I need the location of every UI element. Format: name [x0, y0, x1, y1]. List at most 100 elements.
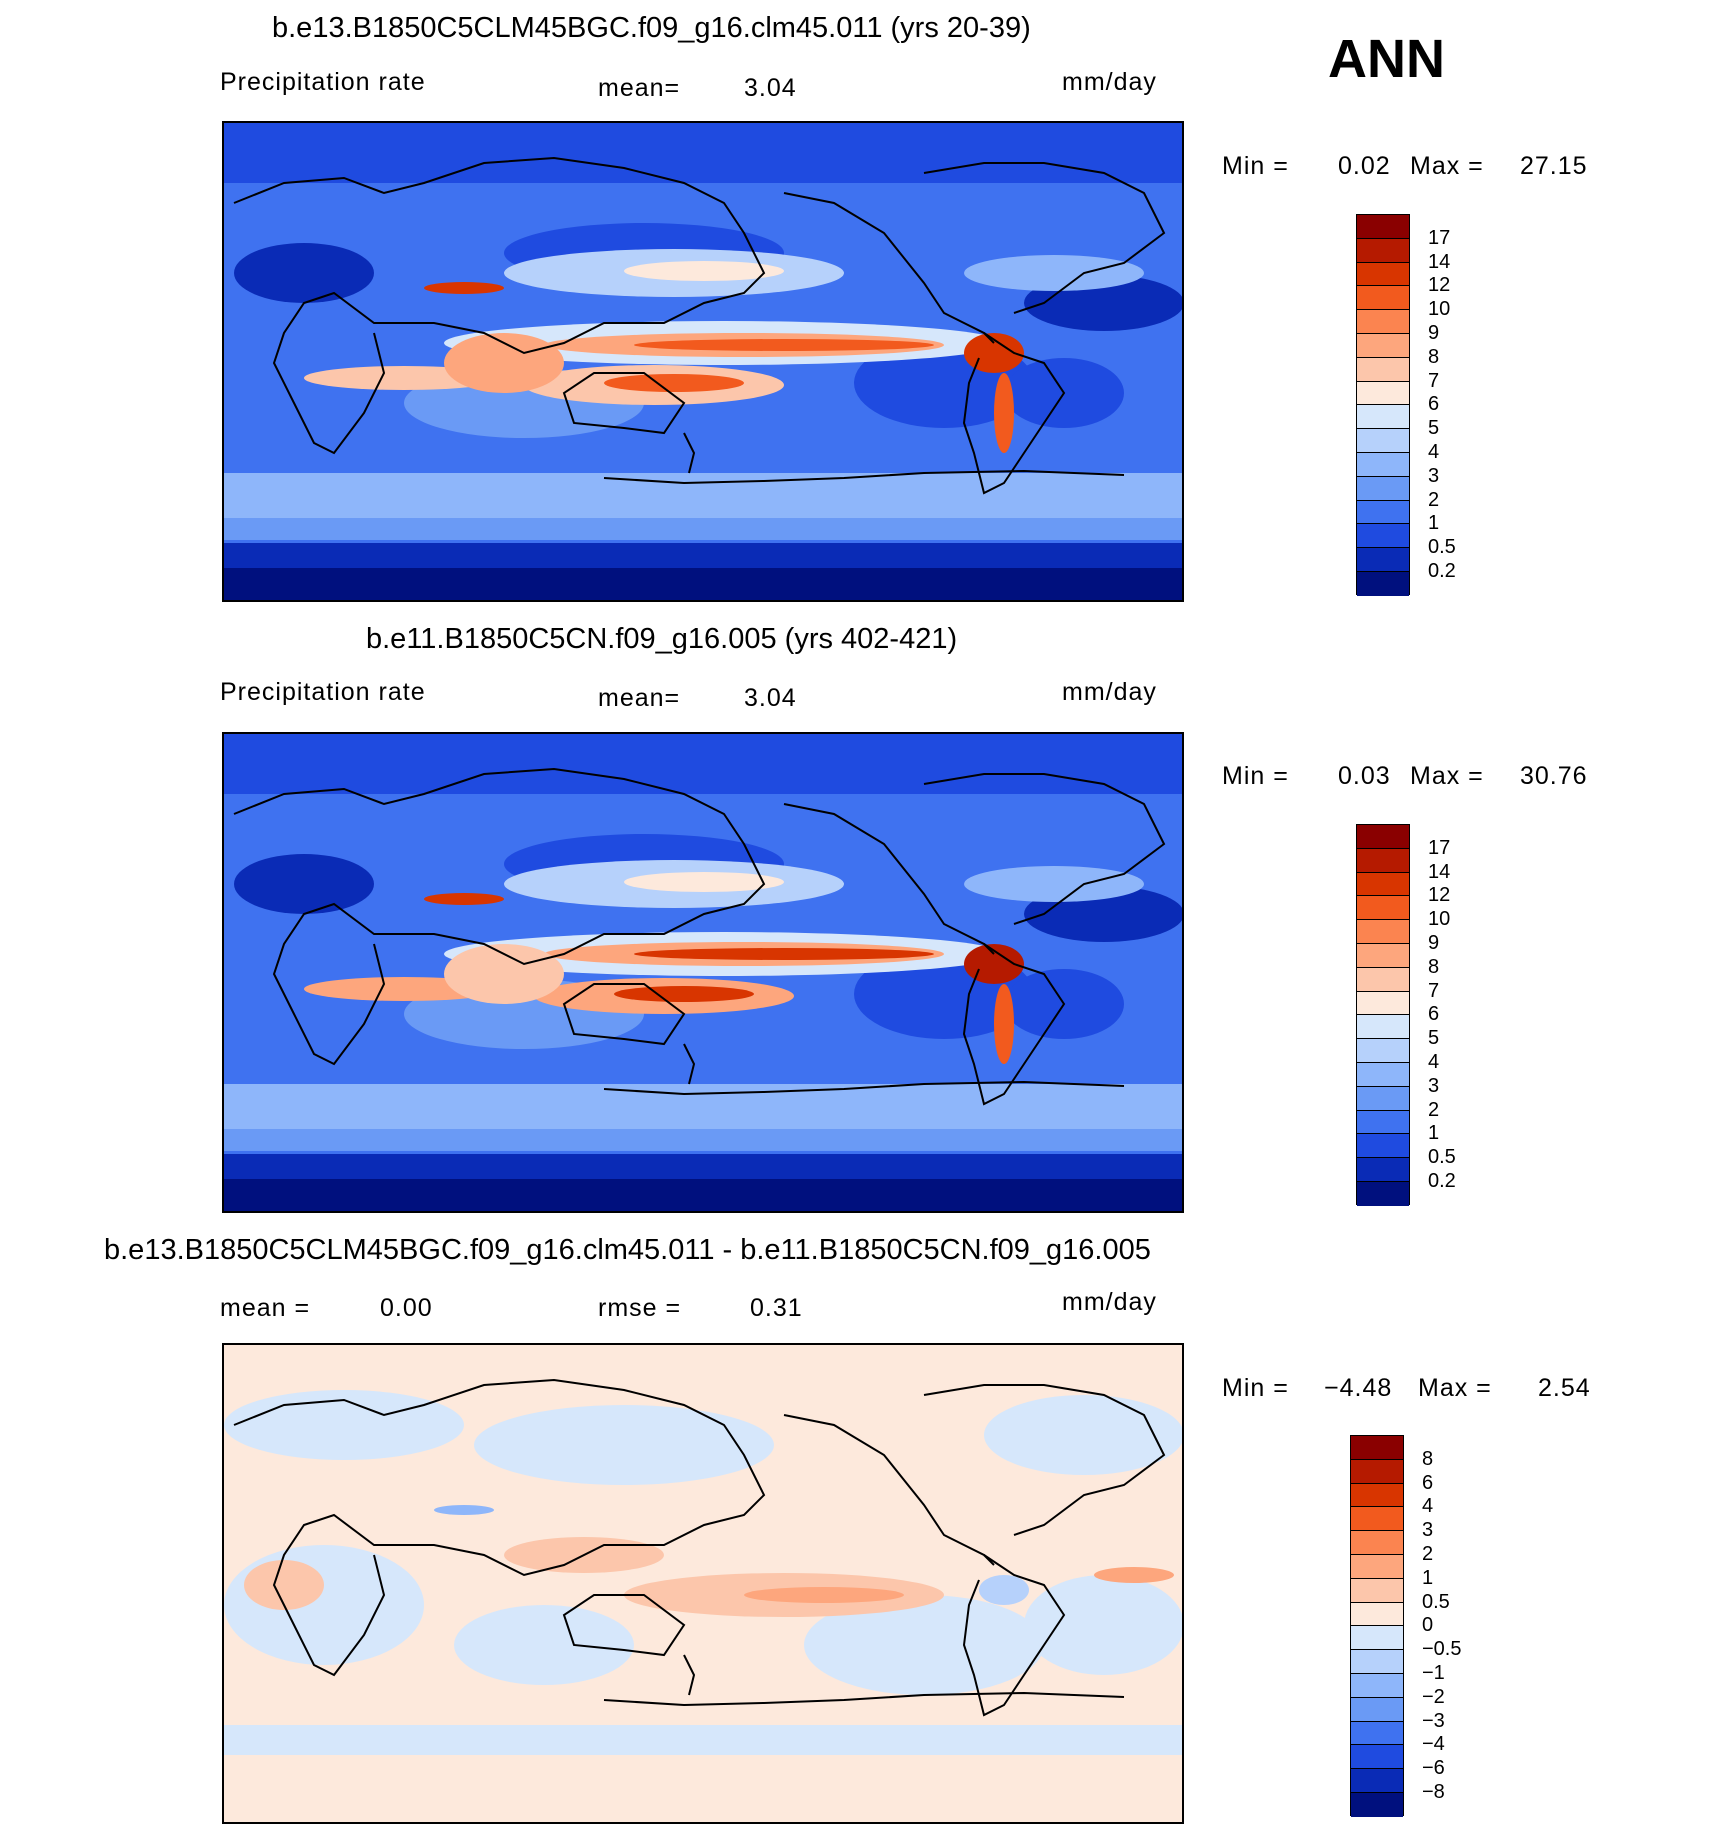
- colorbar-tick-label: 2: [1428, 1098, 1440, 1121]
- panel-3-mean-value: 0.00: [380, 1294, 433, 1322]
- colorbar-tick-label: 3: [1422, 1519, 1434, 1542]
- colorbar-tick-label: 8: [1428, 955, 1440, 978]
- colorbar-swatch: [1351, 1745, 1403, 1770]
- panel-1-min-value: 0.02: [1338, 152, 1391, 180]
- colorbar-swatch: [1357, 500, 1409, 525]
- colorbar-tick-label: 17: [1428, 226, 1451, 249]
- colorbar-tick-label: 3: [1428, 464, 1440, 487]
- colorbar-swatch: [1351, 1721, 1403, 1746]
- colorbar-swatch: [1351, 1507, 1403, 1532]
- panel-1-units: mm/day: [1062, 68, 1157, 96]
- colorbar-swatch: [1357, 896, 1409, 921]
- panel-3-map: [222, 1343, 1184, 1824]
- panel-3-min-value: −4.48: [1324, 1374, 1393, 1402]
- colorbar-tick-label: −6: [1422, 1757, 1445, 1780]
- panel-2-colorbar: [1356, 824, 1410, 1206]
- colorbar-swatch: [1357, 262, 1409, 287]
- panel-3-min-label: Min =: [1222, 1374, 1289, 1402]
- colorbar-tick-label: 2: [1422, 1543, 1434, 1565]
- panel-1-colorbar: [1356, 214, 1410, 596]
- panel-3-max-value: 2.54: [1538, 1374, 1591, 1402]
- colorbar-swatch: [1351, 1769, 1403, 1793]
- colorbar-swatch: [1357, 920, 1409, 944]
- colorbar-swatch: [1357, 476, 1409, 501]
- colorbar-swatch: [1357, 571, 1409, 596]
- panel-1-max-value: 27.15: [1520, 152, 1588, 180]
- colorbar-tick-label: 0.5: [1422, 1590, 1450, 1613]
- colorbar-tick-label: 1: [1422, 1566, 1434, 1589]
- panel-3-rmse-value: 0.31: [750, 1294, 803, 1322]
- colorbar-tick-label: 7: [1428, 979, 1440, 1002]
- colorbar-swatch: [1357, 991, 1409, 1016]
- colorbar-swatch: [1357, 238, 1409, 263]
- colorbar-tick-label: 0.5: [1428, 536, 1456, 559]
- colorbar-tick-label: 4: [1422, 1495, 1434, 1518]
- colorbar-swatch: [1351, 1578, 1403, 1603]
- panel-2-variable-label: Precipitation rate: [220, 678, 426, 706]
- colorbar-tick-label: 17: [1428, 836, 1451, 859]
- panel-3-mean-label: mean =: [220, 1294, 311, 1322]
- colorbar-tick-label: 1: [1428, 512, 1440, 535]
- colorbar-swatch: [1357, 429, 1409, 453]
- panel-2-title: b.e11.B1850C5CN.f09_g16.005 (yrs 402-421…: [366, 623, 958, 655]
- colorbar-tick-label: 14: [1428, 250, 1451, 273]
- colorbar-swatch: [1357, 357, 1409, 382]
- colorbar-swatch: [1357, 405, 1409, 430]
- panel-1-variable-label: Precipitation rate: [220, 68, 426, 96]
- colorbar-swatch: [1351, 1626, 1403, 1651]
- colorbar-tick-label: −3: [1422, 1709, 1445, 1732]
- colorbar-tick-label: −8: [1422, 1781, 1445, 1803]
- panel-2-precip-field: [224, 734, 1182, 1211]
- colorbar-tick-label: 6: [1428, 1003, 1440, 1026]
- panel-1-mean-label: mean=: [598, 74, 681, 102]
- colorbar-swatch: [1351, 1697, 1403, 1722]
- colorbar-swatch: [1357, 943, 1409, 968]
- colorbar-tick-label: 2: [1428, 488, 1440, 511]
- colorbar-swatch: [1357, 1110, 1409, 1135]
- panel-1-max-label: Max =: [1410, 152, 1484, 180]
- season-label: ANN: [1328, 29, 1445, 89]
- panel-2-units: mm/day: [1062, 678, 1157, 706]
- colorbar-tick-label: 10: [1428, 908, 1451, 931]
- colorbar-swatch: [1351, 1459, 1403, 1484]
- colorbar-swatch: [1357, 286, 1409, 311]
- colorbar-tick-label: 0.5: [1428, 1146, 1456, 1169]
- panel-2-mean-label: mean=: [598, 684, 681, 712]
- colorbar-tick-label: −0.5: [1422, 1638, 1462, 1661]
- panel-1-title: b.e13.B1850C5CLM45BGC.f09_g16.clm45.011 …: [272, 12, 1031, 44]
- panel-2-max-label: Max =: [1410, 762, 1484, 790]
- panel-2-map: [222, 732, 1184, 1213]
- panel-3-title: b.e13.B1850C5CLM45BGC.f09_g16.clm45.011 …: [104, 1234, 1151, 1266]
- colorbar-tick-label: 10: [1428, 298, 1451, 321]
- panel-2-max-value: 30.76: [1520, 762, 1588, 790]
- colorbar-swatch: [1357, 848, 1409, 873]
- colorbar-swatch: [1357, 1039, 1409, 1063]
- panel-3-max-label: Max =: [1418, 1374, 1492, 1402]
- colorbar-swatch: [1357, 1015, 1409, 1040]
- colorbar-swatch: [1357, 452, 1409, 477]
- colorbar-tick-label: 12: [1428, 274, 1451, 297]
- panel-3-units: mm/day: [1062, 1288, 1157, 1316]
- panel-3-difference-field: [224, 1345, 1182, 1822]
- colorbar-swatch: [1357, 825, 1409, 849]
- colorbar-swatch: [1357, 215, 1409, 239]
- colorbar-swatch: [1357, 1181, 1409, 1206]
- colorbar-tick-label: 5: [1428, 1027, 1440, 1050]
- colorbar-tick-label: 7: [1428, 369, 1440, 392]
- colorbar-tick-label: 4: [1428, 1051, 1440, 1073]
- colorbar-tick-label: 6: [1422, 1471, 1434, 1494]
- colorbar-swatch: [1351, 1436, 1403, 1460]
- colorbar-tick-label: 4: [1428, 441, 1440, 463]
- colorbar-swatch: [1357, 1086, 1409, 1111]
- colorbar-tick-label: −1: [1422, 1662, 1445, 1684]
- colorbar-tick-label: 5: [1428, 417, 1440, 440]
- colorbar-tick-label: 0.2: [1428, 560, 1456, 582]
- panel-2-mean-value: 3.04: [744, 684, 797, 712]
- colorbar-tick-label: 0.2: [1428, 1170, 1456, 1192]
- colorbar-swatch: [1351, 1554, 1403, 1579]
- colorbar-tick-label: 12: [1428, 884, 1451, 907]
- colorbar-swatch: [1351, 1602, 1403, 1627]
- colorbar-swatch: [1357, 1134, 1409, 1159]
- colorbar-swatch: [1351, 1650, 1403, 1674]
- colorbar-swatch: [1351, 1673, 1403, 1698]
